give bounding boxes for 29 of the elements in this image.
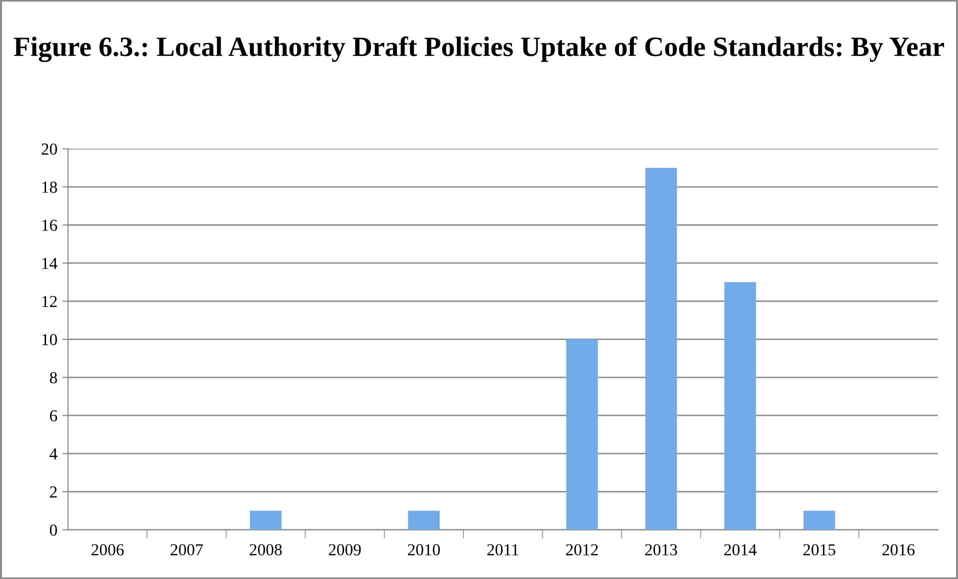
y-tick-label: 10 [42, 334, 57, 346]
x-tick-label: 2014 [724, 544, 757, 556]
y-tick-label: 12 [42, 296, 57, 307]
bar [566, 339, 598, 530]
x-tick-label: 2011 [487, 544, 518, 556]
y-tick-label: 16 [42, 220, 58, 231]
x-tick-label: 2012 [566, 544, 598, 556]
bar [803, 510, 836, 530]
x-tick-label: 2010 [408, 544, 440, 556]
bar [408, 510, 440, 530]
bar [645, 168, 677, 530]
x-tick-label: 2008 [250, 544, 282, 556]
x-tick-label: 2013 [645, 544, 678, 556]
bar [250, 510, 282, 530]
x-tick-label: 2006 [92, 544, 124, 556]
y-tick-label: 4 [50, 448, 58, 460]
y-tick-label: 6 [50, 410, 58, 422]
chart-title: Figure 6.3.: Local Authority Draft Policies Uptake of Code Standards: By Year [14, 36, 944, 62]
x-tick-label: 2016 [882, 544, 915, 556]
y-tick-label: 8 [50, 372, 57, 384]
y-tick-label: 18 [42, 182, 57, 193]
x-tick-label: 2015 [803, 544, 836, 556]
y-tick-label: 2 [50, 486, 57, 498]
x-tick-label: 2009 [328, 544, 361, 556]
y-tick-label: 14 [42, 258, 58, 269]
y-tick-label: 20 [42, 144, 57, 155]
y-tick-label: 0 [50, 524, 57, 536]
bar [724, 282, 756, 530]
x-tick-label: 2007 [170, 544, 203, 556]
